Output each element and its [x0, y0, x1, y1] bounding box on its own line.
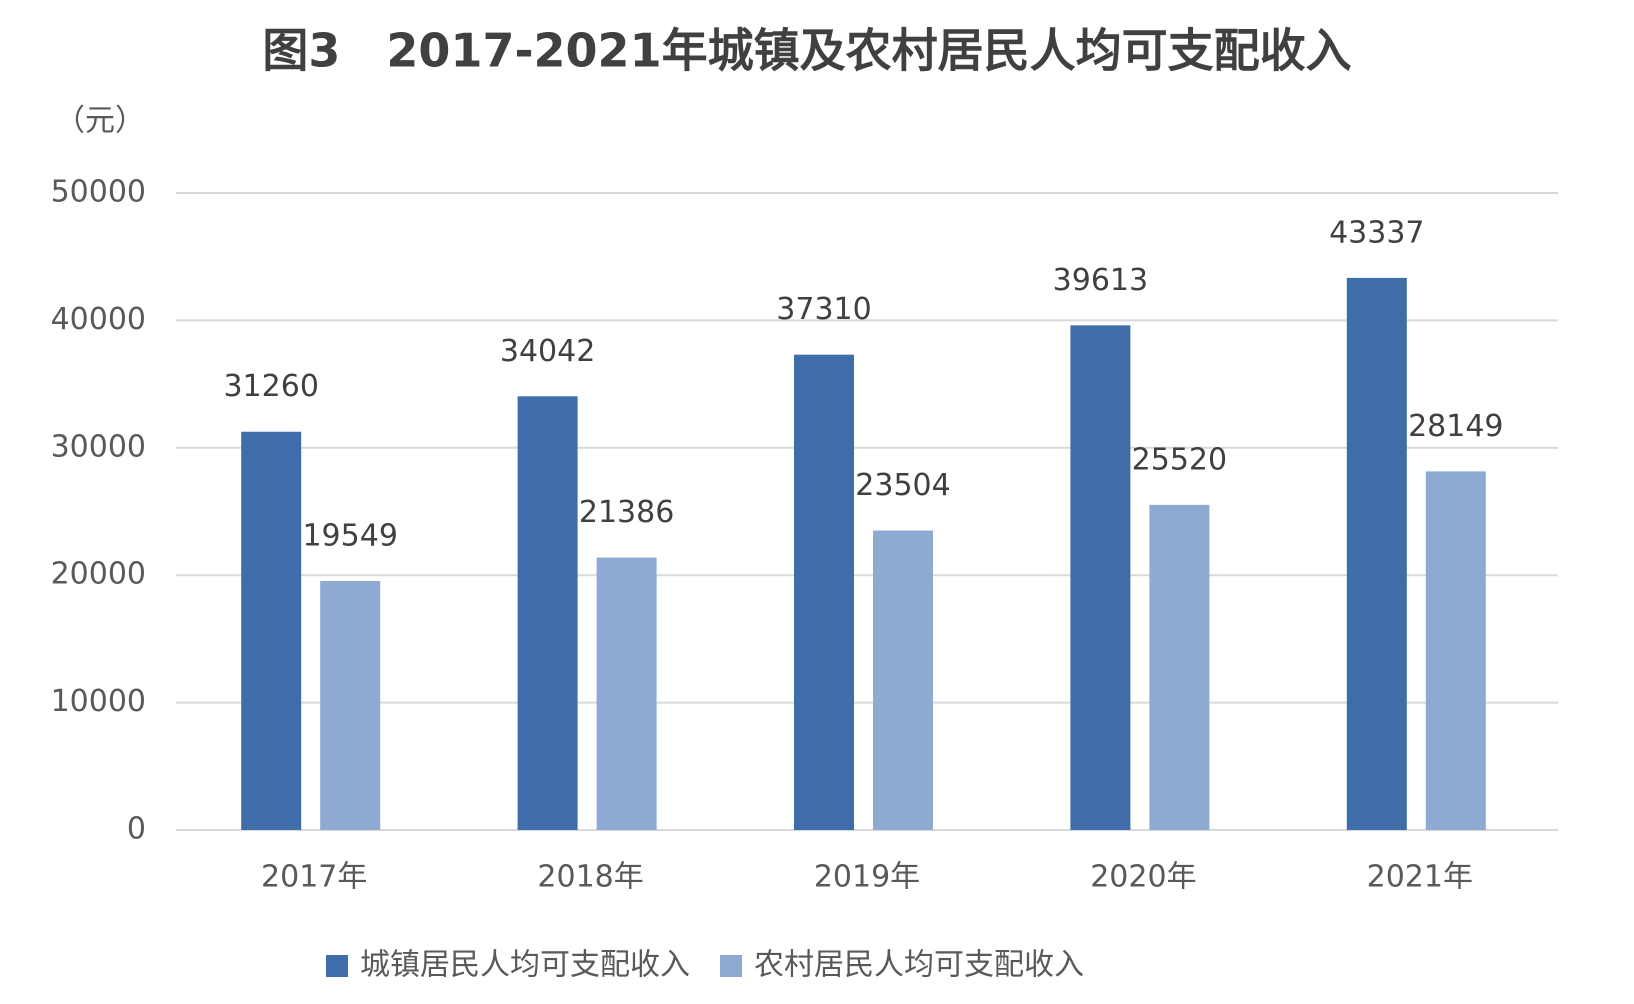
bar: [873, 530, 933, 830]
bar: [241, 431, 302, 830]
value-label: 31260: [223, 369, 318, 404]
y-tick-label: 20000: [51, 557, 146, 592]
legend-swatch: [326, 955, 348, 977]
y-axis-label: （元）: [55, 104, 145, 139]
value-label: 23504: [855, 468, 950, 503]
x-tick-label: 2019年: [814, 860, 920, 895]
y-tick-label: 30000: [51, 429, 146, 464]
bar: [517, 396, 578, 830]
bar: [794, 354, 854, 830]
bar: [1070, 325, 1131, 830]
legend-label: 农村居民人均可支配收入: [754, 948, 1084, 983]
x-tick-label: 2021年: [1367, 860, 1473, 895]
x-tick-label: 2018年: [537, 860, 643, 895]
value-label: 43337: [1329, 215, 1424, 250]
value-label: 37310: [776, 292, 871, 327]
bar: [1149, 504, 1210, 830]
value-label: 25520: [1132, 442, 1227, 477]
value-label: 21386: [579, 495, 674, 530]
y-tick-label: 50000: [51, 175, 146, 210]
y-tick-label: 0: [127, 812, 146, 847]
value-label: 28149: [1408, 409, 1503, 444]
legend-label: 城镇居民人均可支配收入: [360, 948, 690, 983]
bar: [596, 557, 657, 830]
value-label: 19549: [302, 518, 397, 553]
value-label: 39613: [1053, 263, 1148, 298]
x-tick-label: 2020年: [1090, 860, 1196, 895]
chart-title: 图3 2017-2021年城镇及农村居民人均可支配收入: [262, 24, 1351, 78]
bar: [1425, 471, 1486, 830]
y-tick-label: 10000: [51, 684, 146, 719]
value-label: 34042: [500, 334, 595, 369]
bar: [320, 580, 381, 830]
y-tick-label: 40000: [51, 302, 146, 337]
legend-swatch: [720, 955, 742, 977]
bar: [1346, 277, 1407, 831]
x-tick-label: 2017年: [261, 860, 367, 895]
